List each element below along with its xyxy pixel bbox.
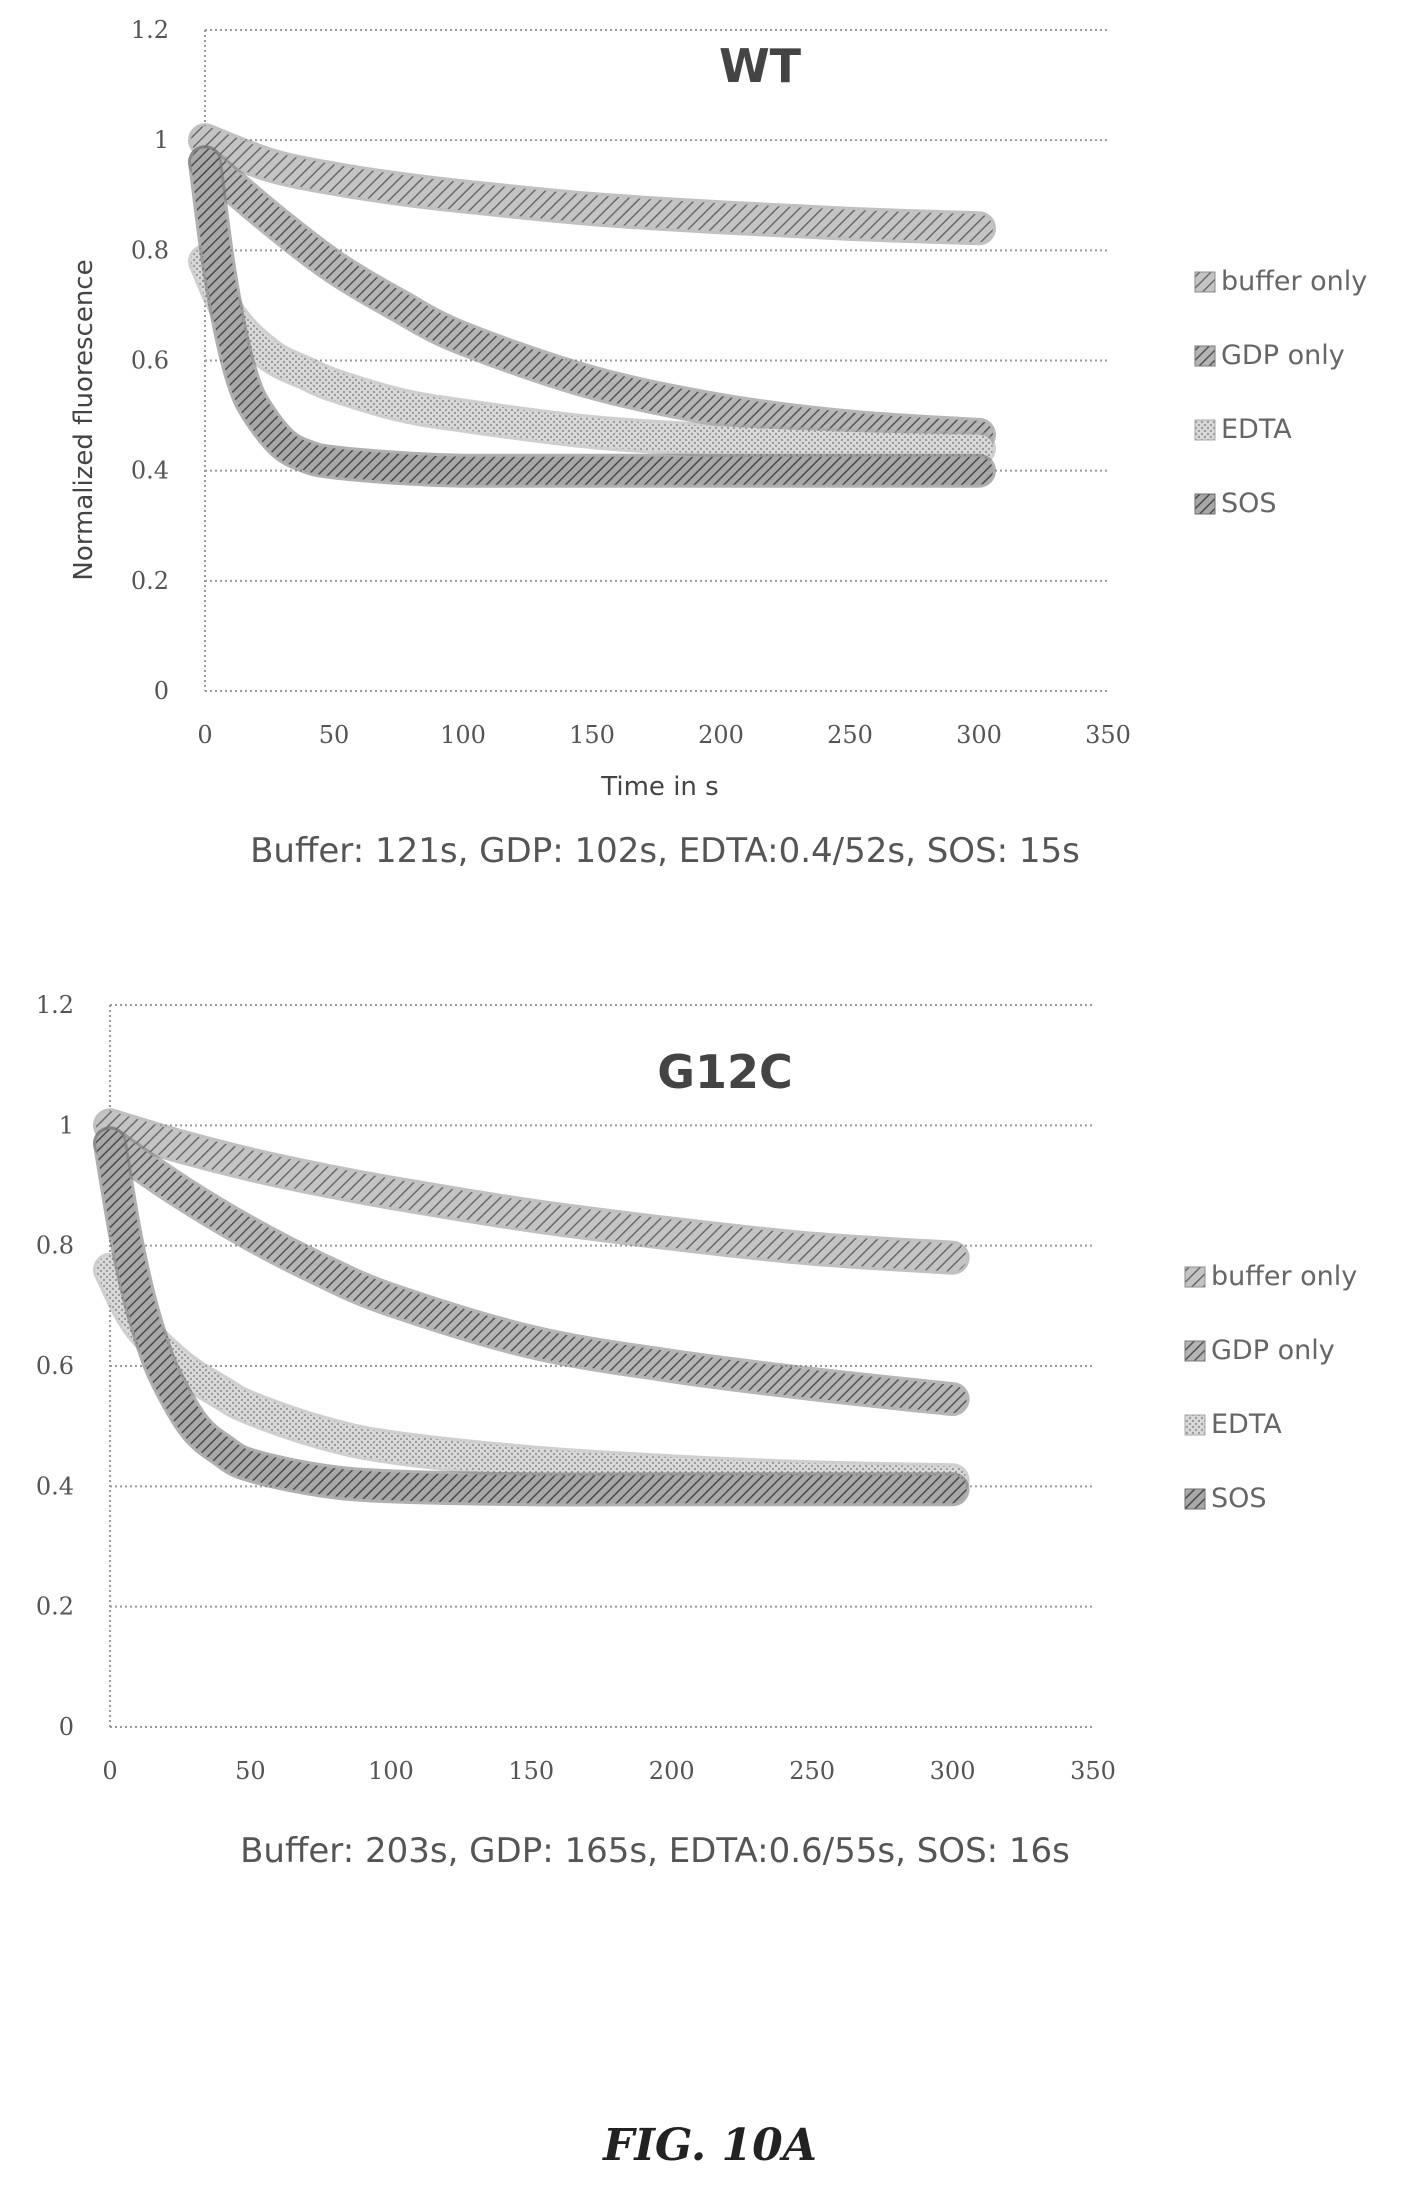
gridlines [204, 29, 1108, 692]
legend-item: EDTA [1194, 414, 1292, 445]
series-buffer-only [188, 123, 996, 246]
series-buffer-only [93, 1108, 970, 1275]
series-sos [188, 145, 996, 488]
series-layer [188, 123, 996, 488]
y-tick-label: 0.8 [131, 236, 169, 264]
y-tick-label: 0.4 [36, 1472, 74, 1500]
legend-item: GDP only [1184, 1335, 1335, 1366]
x-axis-label: Time in s [600, 772, 718, 802]
chart-title: G12C [657, 1045, 793, 1099]
y-tick-label: 0.6 [36, 1352, 74, 1380]
x-tick-labels: 0 50 100 150 200 250 300 350 [197, 721, 1131, 749]
legend-label: EDTA [1221, 414, 1292, 445]
series-sos [93, 1126, 970, 1507]
legend-swatch [1194, 345, 1216, 367]
legend-label: buffer only [1221, 266, 1367, 297]
y-tick-label: 0.2 [36, 1593, 74, 1621]
x-tick-label: 150 [508, 1757, 554, 1785]
legend-label: buffer only [1211, 1261, 1357, 1292]
series-shadow [93, 1126, 970, 1507]
y-tick-label: 0.4 [131, 457, 169, 485]
legend-item: GDP only [1194, 340, 1345, 371]
x-tick-label: 50 [319, 721, 350, 749]
legend-label: SOS [1211, 1483, 1267, 1514]
series-line [96, 1129, 967, 1414]
legend-swatch [1184, 1414, 1206, 1436]
y-tick-label: 0.2 [131, 567, 169, 595]
legend-swatch [1184, 1266, 1206, 1288]
x-tick-label: 150 [569, 721, 615, 749]
series-gdp-only [93, 1126, 970, 1417]
series-edta [188, 244, 996, 466]
series-line [191, 148, 993, 485]
legend-label: GDP only [1221, 340, 1345, 371]
y-tick-labels: 0 0.2 0.4 0.6 0.8 1 1.2 [36, 991, 74, 1741]
y-tick-label: 0 [154, 677, 169, 705]
x-tick-label: 100 [440, 721, 486, 749]
legend-item: SOS [1184, 1483, 1267, 1514]
chart-caption: Buffer: 203s, GDP: 165s, EDTA:0.6/55s, S… [240, 1831, 1070, 1871]
y-tick-label: 1 [59, 1111, 74, 1139]
series-line [96, 1111, 967, 1272]
chart-caption: Buffer: 121s, GDP: 102s, EDTA:0.4/52s, S… [250, 831, 1080, 871]
legend-swatch [1194, 271, 1216, 293]
y-tick-label: 1.2 [131, 16, 169, 44]
series-line [191, 126, 993, 243]
y-tick-label: 1 [154, 126, 169, 154]
x-tick-label: 300 [956, 721, 1002, 749]
legend-label: SOS [1221, 488, 1277, 519]
x-tick-label: 50 [235, 1757, 266, 1785]
chart-title: WT [719, 39, 802, 93]
chart-g12c: 00.20.40.60.811.2 0 50 100 150 200 250 300 350 … [36, 991, 1357, 1871]
legend-item: EDTA [1184, 1409, 1282, 1440]
x-tick-label: 350 [1070, 1757, 1116, 1785]
x-tick-label: 200 [698, 721, 744, 749]
y-tick-label: 0.6 [131, 347, 169, 375]
legend-item: SOS [1194, 488, 1277, 519]
series-shadow [93, 1126, 970, 1417]
x-tick-labels: 0 50 100 150 200 250 300 350 [102, 1757, 1116, 1785]
y-tick-label: 1.2 [36, 991, 74, 1019]
series-line [191, 148, 993, 449]
x-tick-label: 100 [368, 1757, 414, 1785]
legend-item: buffer only [1194, 266, 1367, 297]
legend-swatch [1194, 493, 1216, 515]
legend-label: GDP only [1211, 1335, 1335, 1366]
legend-swatch [1194, 419, 1216, 441]
x-tick-label: 250 [827, 721, 873, 749]
series-layer [93, 1108, 970, 1507]
x-tick-label: 250 [789, 1757, 835, 1785]
chart-wt: 00.20.40.60.811.2 0 50 100 150 200 250 300 350 … [69, 16, 1367, 871]
y-tick-labels: 0 0.2 0.4 0.6 0.8 1 1.2 [131, 16, 169, 705]
legend-item: buffer only [1184, 1261, 1357, 1292]
x-tick-label: 200 [649, 1757, 695, 1785]
x-tick-label: 350 [1085, 721, 1131, 749]
legend: buffer only GDP only EDTA SOS [1194, 266, 1367, 519]
x-tick-label: 0 [197, 721, 212, 749]
x-tick-label: 300 [930, 1757, 976, 1785]
x-tick-label: 0 [102, 1757, 117, 1785]
series-line [96, 1129, 967, 1504]
legend-swatch [1184, 1340, 1206, 1362]
series-gdp-only [188, 145, 996, 452]
legend-swatch [1184, 1488, 1206, 1510]
legend: buffer only GDP only EDTA SOS [1184, 1261, 1357, 1514]
series-line [191, 247, 993, 463]
legend-label: EDTA [1211, 1409, 1282, 1440]
y-tick-label: 0.8 [36, 1232, 74, 1260]
figure-label: FIG. 10A [601, 2120, 817, 2171]
y-tick-label: 0 [59, 1713, 74, 1741]
y-axis-label: Normalized fluorescence [69, 259, 99, 580]
